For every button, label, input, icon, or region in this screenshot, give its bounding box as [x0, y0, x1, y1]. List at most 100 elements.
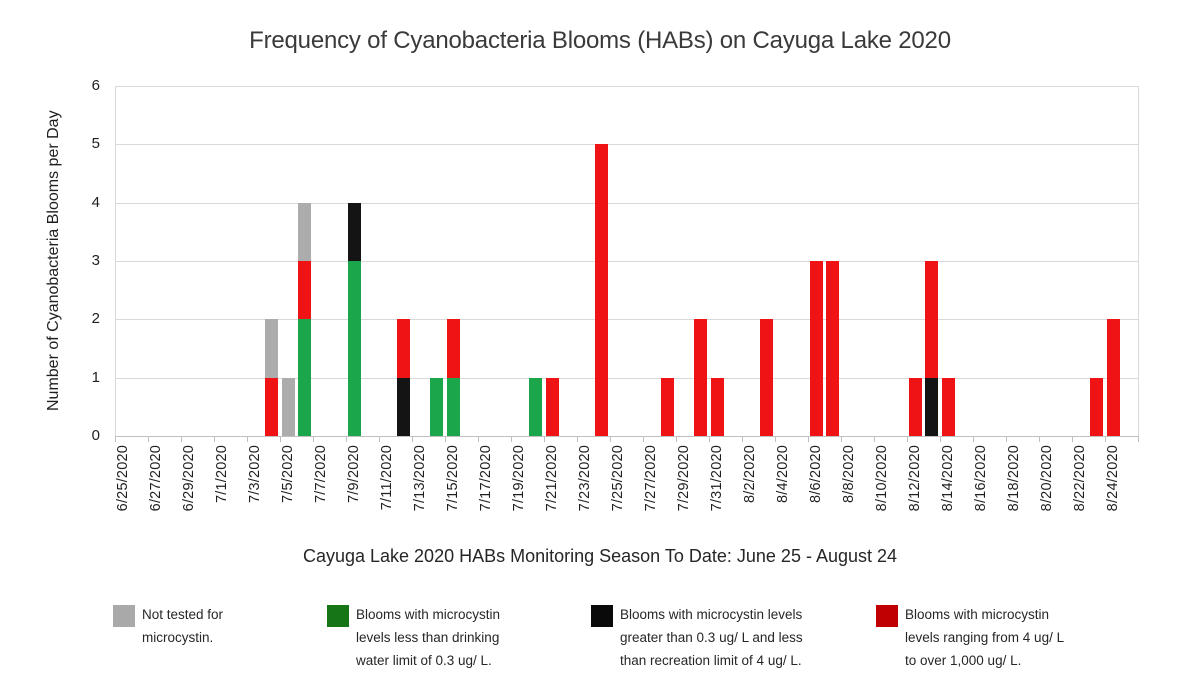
bar-8/13/2020 — [925, 261, 939, 436]
x-axis-tick — [511, 437, 512, 442]
x-axis-label: 7/19/2020 — [511, 445, 528, 512]
x-axis-tick — [1105, 437, 1106, 442]
x-axis-label: 8/16/2020 — [973, 445, 990, 512]
legend-label: Blooms with microcystin levels less than … — [356, 603, 500, 672]
legend-label-line: microcystin. — [142, 630, 214, 645]
x-axis-label: 6/27/2020 — [148, 445, 165, 512]
x-axis-tick — [1138, 437, 1139, 442]
bar-7/14/2020 — [430, 377, 444, 436]
legend-label-line: Blooms with microcystin levels — [620, 607, 803, 622]
x-axis-label: 8/8/2020 — [841, 445, 858, 504]
bar-8/14/2020 — [941, 377, 955, 436]
bar-7/5/2020 — [281, 377, 295, 436]
bar-segment-black — [925, 377, 939, 436]
bar-7/15/2020 — [446, 319, 460, 436]
x-axis-label: 6/29/2020 — [181, 445, 198, 512]
x-axis-label: 8/18/2020 — [1006, 445, 1023, 512]
x-axis-tick — [280, 437, 281, 442]
legend-label-line: levels less than drinking — [356, 630, 500, 645]
legend-label-line: water limit of 0.3 ug/ L. — [356, 653, 492, 668]
x-axis-label: 8/20/2020 — [1039, 445, 1056, 512]
y-axis-label: 1 — [91, 368, 100, 386]
legend-swatch — [876, 605, 898, 627]
bar-8/3/2020 — [760, 319, 774, 436]
bar-segment-black — [347, 202, 361, 261]
x-axis-tick — [742, 437, 743, 442]
x-axis-label: 8/14/2020 — [940, 445, 957, 512]
x-axis-tick — [808, 437, 809, 442]
bar-segment-red — [661, 377, 675, 436]
x-axis-tick — [148, 437, 149, 442]
legend-label-line: than recreation limit of 4 ug/ L. — [620, 653, 802, 668]
bar-segment-red — [595, 144, 609, 436]
bar-segment-green — [298, 319, 312, 436]
x-axis-tick — [676, 437, 677, 442]
bar-segment-red — [1090, 377, 1104, 436]
gridline-y2 — [115, 319, 1138, 321]
bar-8/6/2020 — [809, 261, 823, 436]
x-axis-label: 8/2/2020 — [742, 445, 759, 504]
x-axis-label: 8/12/2020 — [907, 445, 924, 512]
gridline-y6 — [115, 86, 1138, 87]
x-axis-tick — [709, 437, 710, 442]
bar-8/24/2020 — [1106, 319, 1120, 436]
x-axis-tick — [412, 437, 413, 442]
bar-segment-black — [397, 377, 411, 436]
x-axis-label: 7/23/2020 — [577, 445, 594, 512]
legend-label: Not tested for microcystin. — [142, 603, 223, 649]
bar-7/9/2020 — [347, 202, 361, 436]
gridline-y1 — [115, 377, 1138, 379]
x-axis-tick — [346, 437, 347, 442]
bar-segment-green — [347, 260, 361, 436]
bar-segment-red — [265, 377, 279, 436]
bar-segment-red — [925, 261, 939, 378]
bar-segment-green — [529, 377, 543, 436]
x-axis-tick — [445, 437, 446, 442]
y-axis-label: 2 — [91, 310, 100, 328]
gridline-y3 — [115, 261, 1138, 262]
x-axis-tick — [973, 437, 974, 442]
bar-7/21/2020 — [545, 377, 559, 436]
x-axis-tick — [478, 437, 479, 442]
bar-segment-red — [397, 319, 411, 378]
x-axis-label: 7/17/2020 — [478, 445, 495, 512]
chart-title: Frequency of Cyanobacteria Blooms (HABs)… — [249, 27, 951, 54]
legend-label-line: Blooms with microcystin — [905, 607, 1050, 622]
y-axis-label: 6 — [91, 77, 100, 94]
y-axis-label: 0 — [91, 427, 100, 444]
x-axis-label: 6/25/2020 — [115, 445, 132, 512]
legend-label-line: levels ranging from 4 ug/ L — [905, 630, 1065, 645]
legend-swatch — [591, 605, 613, 627]
y-axis-title: Number of Cyanobacteria Blooms per Day — [45, 110, 62, 412]
x-axis-label: 7/21/2020 — [544, 445, 561, 512]
bar-segment-red — [446, 319, 460, 378]
x-axis-tick — [643, 437, 644, 442]
legend-label-line: to over 1,000 ug/ L. — [905, 653, 1022, 668]
bar-segment-red — [545, 377, 559, 436]
x-axis-tick — [874, 437, 875, 442]
bar-7/24/2020 — [595, 144, 609, 436]
x-axis-label: 7/25/2020 — [610, 445, 627, 512]
x-axis-tick — [907, 437, 908, 442]
bar-7/28/2020 — [661, 377, 675, 436]
gridline-y5 — [115, 144, 1138, 146]
x-axis-tick — [1006, 437, 1007, 442]
x-axis-tick — [544, 437, 545, 442]
x-axis-tick — [577, 437, 578, 442]
y-axis-label: 5 — [91, 135, 100, 153]
plot-right-border — [1138, 86, 1139, 436]
legend-label-line: Not tested for — [142, 607, 224, 622]
bar-segment-gray — [298, 202, 312, 261]
legend-label-line: greater than 0.3 ug/ L and less — [620, 630, 803, 645]
x-axis-tick — [115, 437, 116, 442]
bar-segment-red — [760, 319, 774, 436]
legend-swatch — [327, 605, 349, 627]
bar-segment-gray — [265, 319, 279, 378]
bar-segment-green — [430, 377, 444, 436]
x-axis-label: 7/3/2020 — [247, 445, 264, 504]
x-axis-tick — [1072, 437, 1073, 442]
x-axis-label: 7/31/2020 — [709, 445, 726, 512]
x-axis-tick — [247, 437, 248, 442]
x-axis-tick — [775, 437, 776, 442]
